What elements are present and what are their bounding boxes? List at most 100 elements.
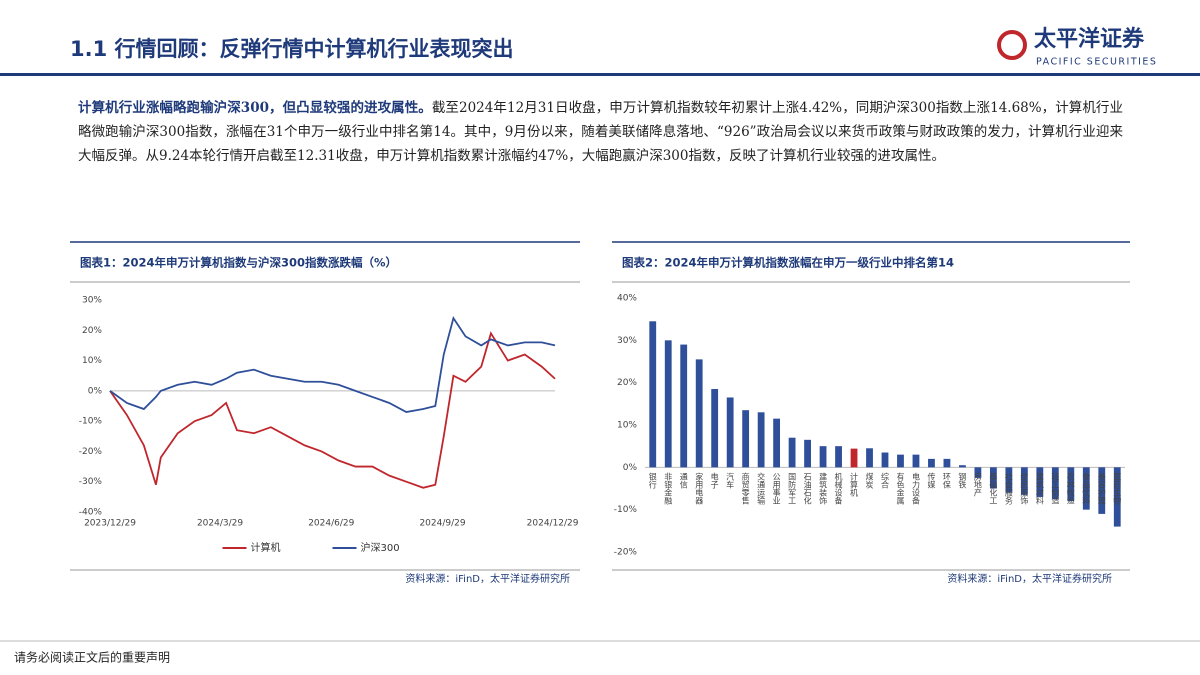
y-tick-label: -30% (79, 477, 103, 487)
x-tick-label: 2023/12/29 (84, 519, 136, 529)
x-tick-label: 农林牧渔 (1066, 471, 1075, 504)
x-tick-label: 美容护理 (1097, 471, 1106, 504)
summary-lead: 计算机行业涨幅略跑输沪深300，但凸显较强的进攻属性。 (78, 100, 432, 116)
y-tick-label: -10% (614, 505, 638, 515)
y-tick-label: -20% (614, 548, 638, 558)
x-tick-label: 房地产 (973, 471, 982, 497)
bar (711, 389, 719, 468)
legend-label: 沪深300 (361, 541, 400, 554)
header-rule (0, 73, 1200, 76)
series-line (109, 331, 556, 489)
y-tick-label: 30% (617, 336, 637, 346)
bar (943, 458, 951, 468)
bar (897, 454, 904, 468)
x-tick-label: 通信 (679, 471, 688, 489)
x-tick-label: 国防军工 (788, 472, 797, 504)
bar (757, 412, 765, 468)
chart-title: 图表2：2024年申万计算机指数涨幅在申万一级行业中排名第14 (622, 256, 954, 270)
x-tick-label: 计算机 (850, 471, 859, 497)
logo-en: PACIFIC SECURITIES (1036, 57, 1157, 68)
x-tick-label: 环保 (942, 472, 951, 489)
x-tick-label: 建筑装饰 (819, 471, 828, 505)
y-tick-label: 40% (617, 294, 637, 304)
x-tick-label: 钢铁 (958, 471, 967, 489)
x-tick-label: 2024/9/29 (419, 519, 465, 529)
x-tick-label: 医药生物 (1113, 472, 1122, 505)
summary: 计算机行业涨幅略跑输沪深300，但凸显较强的进攻属性。截至2024年12月31日… (78, 96, 1123, 168)
chart-source: 资料来源：iFinD，太平洋证券研究所 (405, 572, 570, 585)
bar (912, 454, 920, 468)
x-tick-label: 煤炭 (865, 471, 874, 489)
x-tick-label: 2024/6/29 (308, 519, 354, 529)
y-tick-label: 20% (617, 378, 637, 388)
series-line (109, 316, 556, 413)
x-tick-label: 2024/12/29 (527, 519, 579, 529)
chart-source: 资料来源：iFinD，太平洋证券研究所 (947, 572, 1112, 585)
bar (819, 446, 827, 468)
bar (680, 344, 688, 468)
y-tick-label: -20% (79, 447, 103, 457)
x-tick-label: 电子 (710, 471, 719, 488)
bar (1082, 467, 1090, 510)
x-tick-label: 商贸零售 (741, 471, 750, 505)
bar (850, 448, 858, 468)
x-tick-label: 社会服务 (1004, 471, 1013, 505)
bar (866, 448, 873, 468)
bar (881, 452, 889, 468)
bar (773, 418, 781, 468)
bar (726, 397, 734, 468)
x-tick-label: 家用电器 (695, 471, 704, 505)
bar (959, 465, 966, 468)
bar (1020, 467, 1028, 495)
x-tick-label: 2024/3/29 (197, 519, 243, 529)
bar (1098, 467, 1106, 514)
bar (1005, 467, 1013, 493)
footer: 请务必阅读正文后的重要声明 (14, 650, 170, 665)
bar (1067, 467, 1075, 502)
bar (1051, 467, 1059, 500)
summary-body: 截至2024年12月31日收盘，申万计算机指数较年初累计上涨4.42%，同期沪深… (78, 100, 1124, 164)
y-tick-label: 10% (617, 421, 637, 431)
x-tick-label: 石油石化 (803, 472, 812, 505)
x-tick-label: 交通运输 (757, 471, 766, 505)
logo-cn: 太平洋证券 (1034, 26, 1145, 52)
legend-label: 计算机 (251, 541, 281, 554)
bar (974, 467, 982, 478)
y-tick-label: 0% (623, 463, 638, 473)
y-tick-label: -40% (79, 508, 103, 518)
x-tick-label: 综合 (881, 471, 890, 489)
x-tick-label: 银行 (648, 471, 657, 489)
x-tick-label: 建筑材料 (1035, 471, 1044, 505)
x-tick-label: 机械设备 (834, 471, 843, 505)
bar (788, 437, 796, 468)
bar (804, 439, 811, 468)
chart-title: 图表1：2024年申万计算机指数与沪深300指数涨跌幅（%） (80, 256, 397, 270)
y-tick-label: 30% (82, 296, 102, 306)
y-tick-label: -10% (79, 417, 103, 427)
x-tick-label: 汽车 (726, 471, 735, 489)
bar (1036, 467, 1044, 497)
x-tick-label: 纺织服饰 (1020, 471, 1029, 505)
bar (695, 359, 703, 468)
x-tick-label: 非银金融 (664, 471, 673, 505)
bar (989, 467, 997, 489)
x-tick-label: 传媒 (927, 471, 936, 489)
bar (742, 410, 750, 468)
bar (1113, 467, 1121, 527)
y-tick-label: 20% (82, 326, 102, 336)
bar (649, 321, 657, 468)
x-tick-label: 基础化工 (989, 471, 998, 504)
y-tick-label: 0% (88, 386, 103, 396)
bar (928, 458, 935, 468)
x-tick-label: 食品饮料 (1082, 471, 1091, 505)
x-tick-label: 有色金属 (896, 471, 905, 505)
x-tick-label: 电力设备 (911, 471, 920, 505)
bar (835, 446, 842, 468)
bar (664, 340, 672, 468)
page-title: 1.1 行情回顾：反弹行情中计算机行业表现突出 (70, 37, 514, 61)
y-tick-label: 10% (82, 356, 102, 366)
x-tick-label: 公用事业 (772, 472, 781, 504)
x-tick-label: 轻工制造 (1051, 471, 1060, 505)
